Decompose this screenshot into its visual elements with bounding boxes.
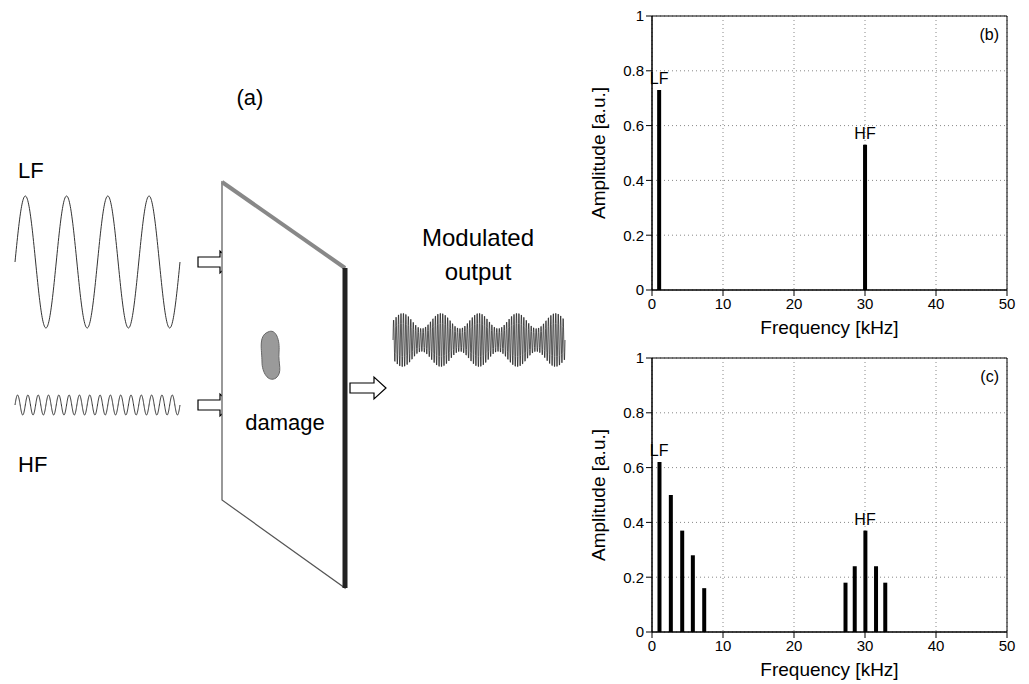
svg-text:30: 30	[857, 637, 874, 654]
svg-text:damage: damage	[245, 410, 325, 435]
svg-text:0.4: 0.4	[623, 514, 644, 531]
svg-text:10: 10	[715, 295, 732, 312]
html-text:(b): (b)	[979, 26, 999, 43]
svg-text:HF: HF	[854, 125, 876, 142]
svg-text:Frequency [kHz]: Frequency [kHz]	[760, 317, 898, 338]
svg-text:0.8: 0.8	[623, 62, 644, 79]
svg-text:0: 0	[648, 295, 656, 312]
svg-text:HF: HF	[854, 511, 876, 528]
svg-text:30: 30	[857, 295, 874, 312]
svg-text:0.4: 0.4	[623, 172, 644, 189]
svg-text:LF: LF	[650, 70, 669, 87]
svg-text:Amplitude [a.u.]: Amplitude [a.u.]	[588, 87, 609, 219]
svg-text:0.6: 0.6	[623, 117, 644, 134]
svg-text:50: 50	[999, 295, 1016, 312]
svg-text:1: 1	[636, 7, 644, 24]
svg-text:50: 50	[999, 637, 1016, 654]
svg-text:0: 0	[648, 637, 656, 654]
svg-text:0.2: 0.2	[623, 569, 644, 586]
html-text:(c): (c)	[980, 368, 999, 385]
svg-text:(a): (a)	[237, 85, 264, 110]
svg-text:Frequency [kHz]: Frequency [kHz]	[760, 659, 898, 680]
svg-text:20: 20	[786, 637, 803, 654]
svg-text:0.2: 0.2	[623, 227, 644, 244]
svg-text:20: 20	[786, 295, 803, 312]
svg-text:LF: LF	[650, 442, 669, 459]
svg-text:0: 0	[636, 281, 644, 298]
svg-text:Modulated: Modulated	[422, 224, 534, 251]
svg-text:LF: LF	[18, 158, 44, 183]
svg-text:output: output	[445, 258, 512, 285]
svg-text:40: 40	[928, 637, 945, 654]
svg-text:10: 10	[715, 637, 732, 654]
svg-text:Amplitude [a.u.]: Amplitude [a.u.]	[588, 429, 609, 561]
svg-text:40: 40	[928, 295, 945, 312]
svg-text:HF: HF	[18, 452, 47, 477]
svg-text:1: 1	[636, 349, 644, 366]
svg-text:0.6: 0.6	[623, 459, 644, 476]
svg-text:0: 0	[636, 623, 644, 640]
svg-text:0.8: 0.8	[623, 404, 644, 421]
